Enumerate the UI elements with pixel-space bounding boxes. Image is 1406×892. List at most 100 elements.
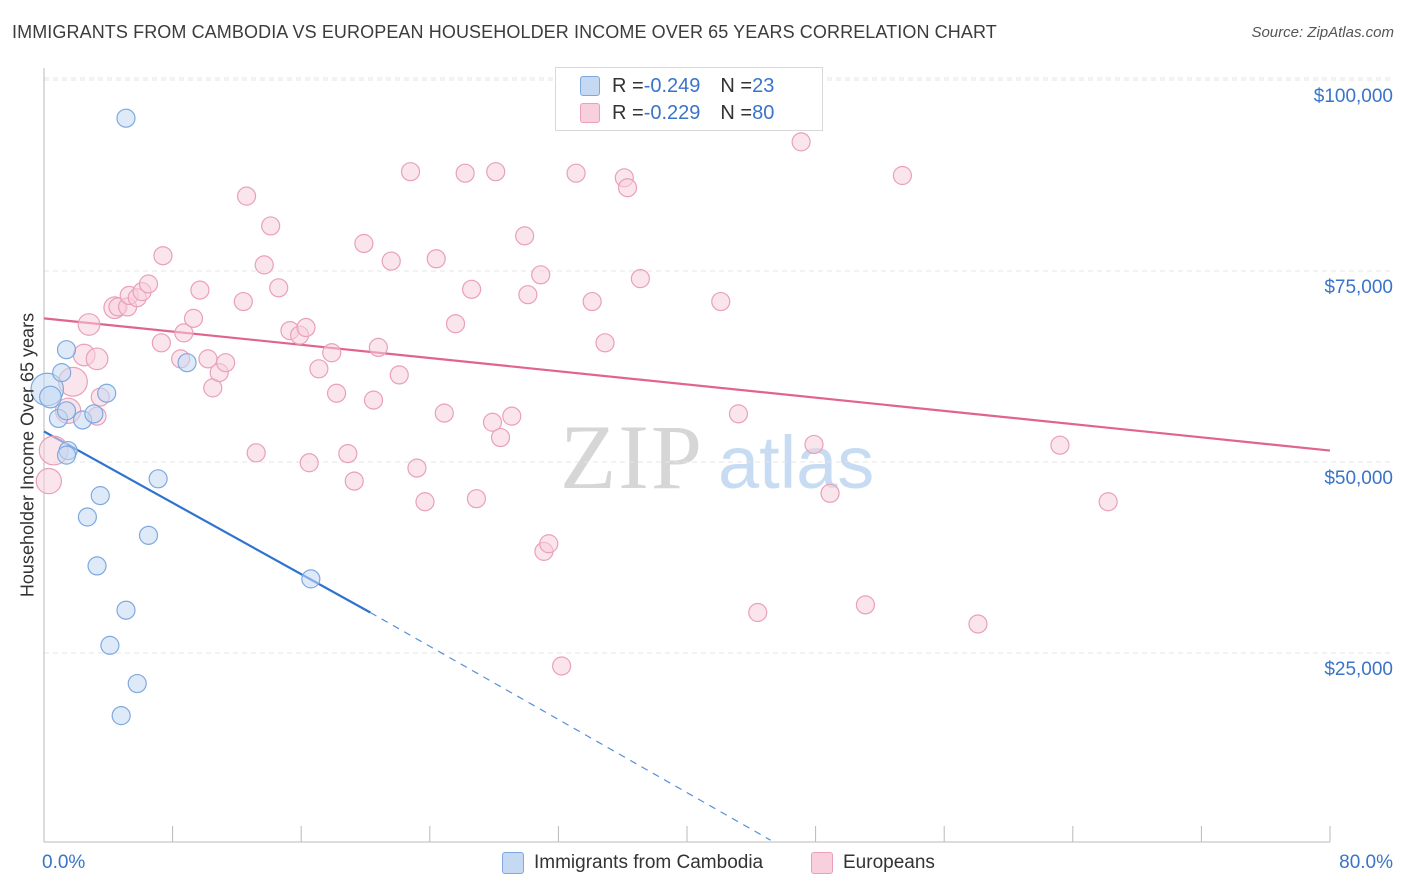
point-europeans [617, 178, 638, 198]
point-cambodia [116, 600, 136, 620]
point-europeans [804, 434, 824, 455]
chart-title: IMMIGRANTS FROM CAMBODIA VS EUROPEAN HOU… [12, 22, 997, 42]
point-europeans [322, 343, 342, 363]
point-europeans [338, 443, 358, 464]
y-tick-label: $100,000 [1313, 86, 1393, 107]
point-europeans [400, 162, 421, 182]
gridlines [44, 77, 1392, 654]
y-axis-label: Householder Income Over 65 years [17, 312, 38, 598]
legend-swatch-cambodia [502, 852, 524, 874]
point-europeans [174, 323, 194, 343]
point-cambodia [87, 556, 107, 576]
point-europeans [190, 280, 210, 300]
point-europeans [407, 458, 427, 478]
point-europeans [236, 186, 257, 206]
point-europeans [216, 353, 236, 373]
point-cambodia [52, 363, 72, 383]
stats-legend: R = -0.249 N = 23 R = -0.229 N = 80 [555, 67, 823, 131]
r-value: -0.249 [643, 74, 701, 97]
point-europeans [299, 453, 319, 473]
point-europeans [254, 255, 274, 275]
y-tick-label: $25,000 [1324, 659, 1393, 680]
point-cambodia [97, 383, 117, 403]
point-europeans [595, 333, 615, 353]
trend-line-cambodia-extension [370, 611, 771, 841]
point-europeans [552, 656, 572, 676]
point-europeans [415, 492, 435, 512]
trend-line-europeans [43, 317, 1331, 452]
point-europeans [326, 383, 347, 403]
watermark-zip: ZIP [560, 406, 704, 508]
point-europeans [344, 471, 364, 491]
point-europeans [363, 390, 384, 410]
n-label: N = [720, 101, 753, 124]
data-points [30, 108, 1118, 726]
point-europeans [630, 269, 650, 289]
point-europeans [85, 347, 109, 371]
stats-row-cambodia: R = -0.249 N = 23 [580, 73, 774, 99]
point-europeans [502, 406, 522, 426]
legend-swatch-europeans [811, 852, 833, 874]
point-europeans [968, 614, 988, 634]
point-europeans [269, 278, 289, 298]
point-europeans [455, 163, 475, 183]
legend-item-cambodia: Immigrants from Cambodia [502, 852, 763, 874]
point-europeans [77, 313, 101, 336]
point-europeans [389, 365, 409, 385]
legend-item-europeans: Europeans [811, 852, 935, 874]
point-cambodia [301, 569, 321, 589]
point-europeans [820, 483, 840, 503]
r-label: R = [612, 74, 644, 97]
source-label: Source: ZipAtlas.com [1251, 24, 1394, 41]
point-europeans [711, 291, 731, 312]
point-europeans [539, 534, 559, 554]
point-europeans [461, 279, 482, 299]
legend-label-europeans: Europeans [843, 852, 935, 873]
point-europeans [490, 427, 511, 448]
swatch-europeans [580, 103, 600, 123]
point-europeans [35, 467, 63, 495]
point-europeans [246, 443, 266, 463]
point-cambodia [39, 385, 62, 409]
r-label: R = [612, 101, 644, 124]
n-value: 80 [752, 101, 775, 124]
point-europeans [309, 359, 329, 379]
point-europeans [582, 291, 602, 312]
stats-row-europeans: R = -0.229 N = 80 [580, 100, 774, 126]
point-europeans [748, 602, 768, 623]
point-europeans [434, 403, 454, 423]
point-cambodia [56, 401, 77, 421]
point-cambodia [100, 635, 120, 655]
point-europeans [354, 233, 374, 254]
trend-lines [43, 317, 1331, 841]
point-cambodia [84, 404, 104, 424]
point-cambodia [77, 507, 98, 527]
point-europeans [482, 412, 503, 432]
point-europeans [381, 251, 401, 271]
y-tick-label: $50,000 [1324, 468, 1393, 489]
n-value: 23 [752, 74, 775, 97]
point-europeans [445, 314, 466, 334]
swatch-cambodia [580, 76, 600, 96]
point-europeans [183, 308, 204, 328]
point-europeans [855, 595, 876, 615]
x-tick-label-max: 80.0% [1339, 852, 1393, 873]
point-europeans [892, 165, 913, 186]
point-cambodia [56, 445, 77, 465]
n-label: N = [720, 74, 753, 97]
point-cambodia [177, 353, 197, 373]
point-europeans [233, 291, 253, 312]
point-europeans [728, 404, 749, 424]
point-europeans [426, 249, 446, 269]
legend-label-cambodia: Immigrants from Cambodia [534, 852, 764, 873]
point-europeans [486, 162, 506, 182]
point-europeans [138, 274, 159, 294]
point-europeans [1098, 492, 1118, 512]
point-europeans [1050, 435, 1070, 455]
x-tick-label-min: 0.0% [42, 852, 86, 873]
point-cambodia [127, 673, 147, 694]
point-europeans [466, 489, 487, 509]
point-europeans [261, 216, 281, 236]
point-europeans [566, 163, 586, 183]
